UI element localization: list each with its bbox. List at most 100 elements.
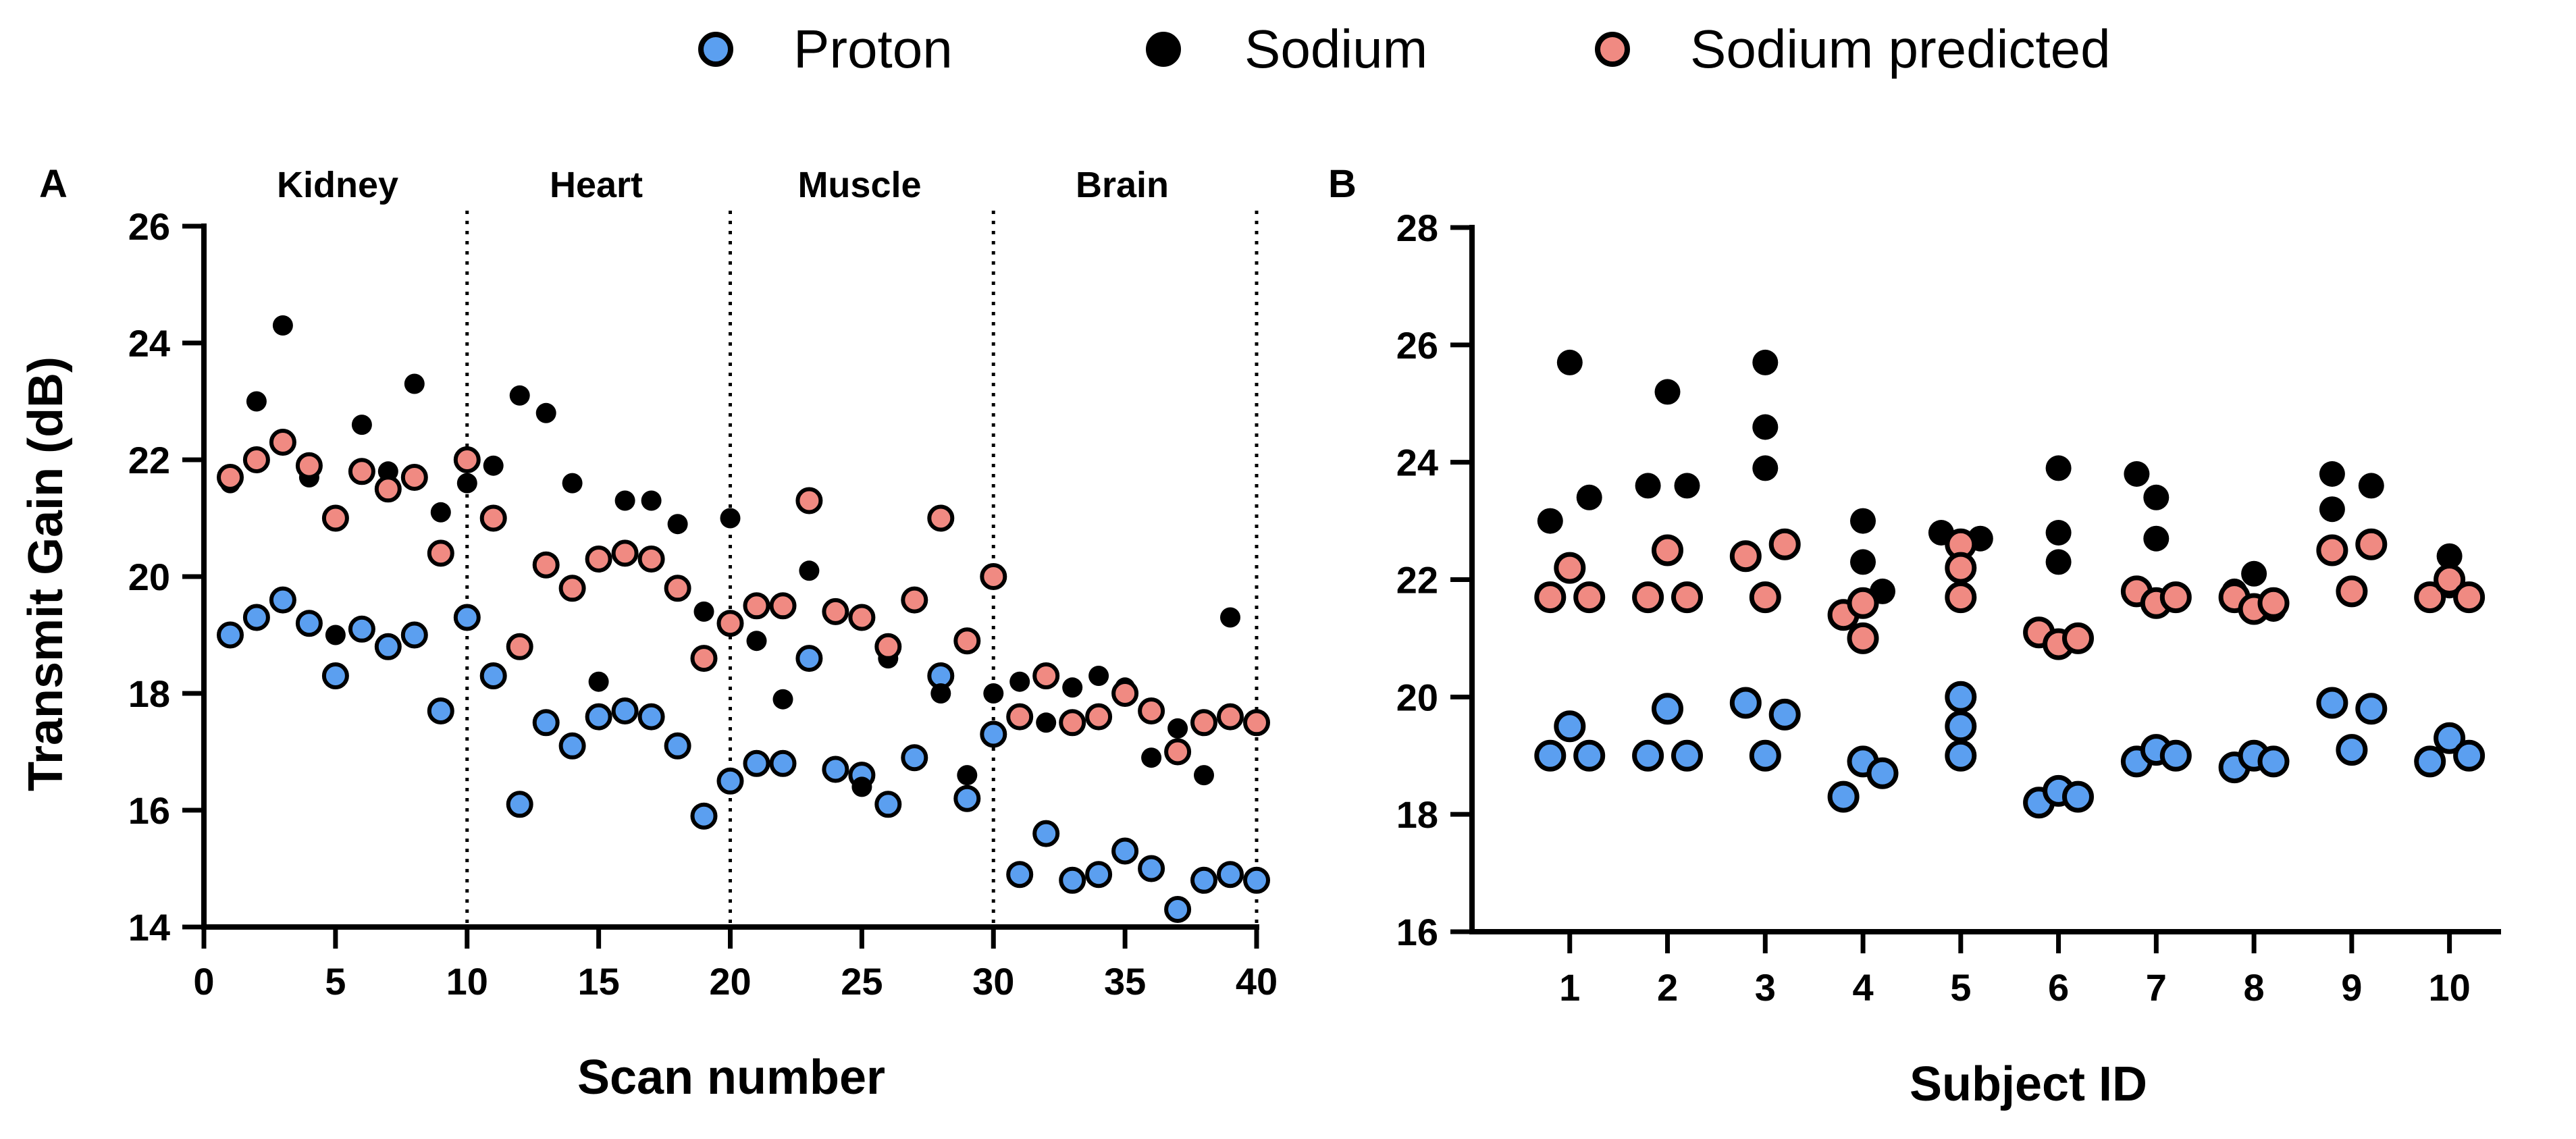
panel-a-point-sodium-predicted [479,504,507,532]
legend-label-proton: Proton [793,19,953,79]
panel-a-point-proton [795,645,823,672]
panel-b-point-proton [2453,739,2486,772]
panel-b-point-proton [1632,739,1664,772]
panel-a-point-proton [427,697,454,724]
panel-b-point-proton [1652,693,1683,725]
panel-a-y-ticks: 14 16 18 20 22 24 26 [128,205,204,949]
panel-a-point-sodium [614,490,635,511]
panel-a-point-sodium-predicted [1032,662,1060,689]
panel-b-x-tick-label-6: 6 [2048,966,2069,1009]
panel-a-x-tick-label-10: 10 [446,960,488,1003]
panel-b-point-sodium [2436,543,2463,569]
panel-b-point-sodium [1752,414,1779,440]
panel-a-x-tick-label-40: 40 [1236,960,1278,1003]
panel-b-point-sodium-predicted [2062,622,2094,654]
panel-a-point-sodium-predicted [822,598,849,625]
panel-a-point-sodium-predicted [295,452,323,479]
panel-a-point-sodium-predicted [1138,697,1165,724]
panel-b-point-sodium-predicted [1652,534,1683,566]
panel-a-y-tick-label-18: 18 [128,672,170,715]
legend-label-sodium-predicted: Sodium predicted [1690,19,2111,79]
panel-b-point-sodium [2143,525,2170,552]
panel-b-y-tick-label-22: 22 [1396,559,1438,602]
panel-a-point-sodium [799,560,820,581]
panel-a-point-sodium-predicted [1190,709,1217,737]
panel-a-point-sodium-predicted [953,627,981,655]
panel-b-point-proton [1573,739,1606,772]
panel-b-point-sodium [2045,520,2072,546]
panel-b-point-sodium-predicted [1632,581,1664,614]
panel-a-point-sodium [641,490,662,511]
panel-a-point-sodium [404,373,425,394]
panel-a-point-sodium-predicted [374,475,402,503]
panel-b-point-proton [2355,693,2388,725]
panel-a-point-sodium-predicted [874,633,902,660]
panel-a-point-sodium [588,671,609,692]
panel-a-point-proton [374,633,402,660]
panel-b-point-sodium-predicted [1729,540,1762,573]
panel-b-point-sodium-predicted [1768,528,1801,560]
panel-a-point-sodium [325,625,346,645]
panel-a-point-sodium [667,514,688,535]
panel-a-point-proton [1111,837,1139,865]
panel-b-point-proton [2414,745,2446,778]
panel-a-point-sodium [693,601,714,622]
panel-b-point-sodium [1850,549,1876,575]
panel-a-x-tick-label-35: 35 [1104,960,1146,1003]
panel-a-point-sodium [509,385,530,406]
panel-a-point-sodium [1141,747,1162,768]
panel-b-point-sodium [1576,484,1602,510]
panel-a-point-sodium-predicted [637,546,665,573]
panel-a-y-tick-label-24: 24 [128,322,170,365]
panel-a-point-sodium-predicted [558,575,586,602]
panel-a-point-proton [321,662,349,689]
panel-a-point-proton [1190,866,1217,894]
panel-a-x-tick-label-20: 20 [709,960,751,1003]
panel-b-x-tick-label-8: 8 [2244,966,2265,1009]
panel-a-point-sodium-predicted [769,592,797,620]
panel-b-point-sodium [2319,461,2345,487]
panel-a-point-proton [217,621,244,649]
panel-a-point-sodium-predicted [901,586,928,614]
panel-a-point-proton [637,703,665,731]
panel-b-x-tick-label-3: 3 [1755,966,1776,1009]
panel-a-point-sodium [1220,607,1240,628]
panel-a-point-sodium [930,683,951,704]
panel-a-y-tick-label-16: 16 [128,789,170,832]
panel-b-point-sodium [1537,508,1563,534]
legend-marker-proton [698,32,733,67]
panel-a-x-tick-label-15: 15 [577,960,619,1003]
panel-a-point-proton [585,703,612,731]
panel-b-point-proton [1554,710,1586,743]
panel-a-point-proton [1243,866,1270,894]
panel-a-point-sodium-predicted [1164,738,1192,766]
panel-b-point-proton [2159,739,2192,772]
panel-a-point-proton [690,802,718,830]
panel-a-point-sodium-predicted [664,575,691,602]
panel-b-point-proton [2257,745,2290,778]
panel-a-point-sodium [851,776,872,797]
panel-b-point-sodium [2358,473,2384,499]
panel-b-letter: B [1328,162,1357,206]
panel-b-point-sodium-predicted [1945,581,1977,614]
panel-b-point-proton [2434,722,2466,754]
panel-a-point-sodium-predicted [690,645,718,672]
panel-b-y-tick-label-26: 26 [1396,324,1438,367]
panel-a-point-sodium [957,765,978,786]
panel-a-point-sodium [483,455,504,476]
panel-b-point-proton [1945,739,1977,772]
panel-a-point-proton [664,732,691,760]
panel-b-point-sodium [2143,484,2170,510]
panel-b-x-tick-label-4: 4 [1852,966,1873,1009]
panel-b: B 1 2 3 4 5 6 7 8 9 10 16 18 20 22 24 26 28 Subject ID [1328,162,2501,1111]
panel-a-point-sodium [351,415,372,435]
panel-a-point-proton [716,767,744,795]
panel-a-point-sodium-predicted [980,563,1007,590]
panel-b-point-sodium-predicted [2336,575,2368,608]
panel-a-point-sodium-predicted [1217,703,1244,731]
panel-a-x-axis-title: Scan number [577,1051,885,1105]
panel-a-point-proton [295,610,323,637]
panel-a-point-proton [1138,855,1165,882]
panel-b-point-proton [1749,739,1781,772]
